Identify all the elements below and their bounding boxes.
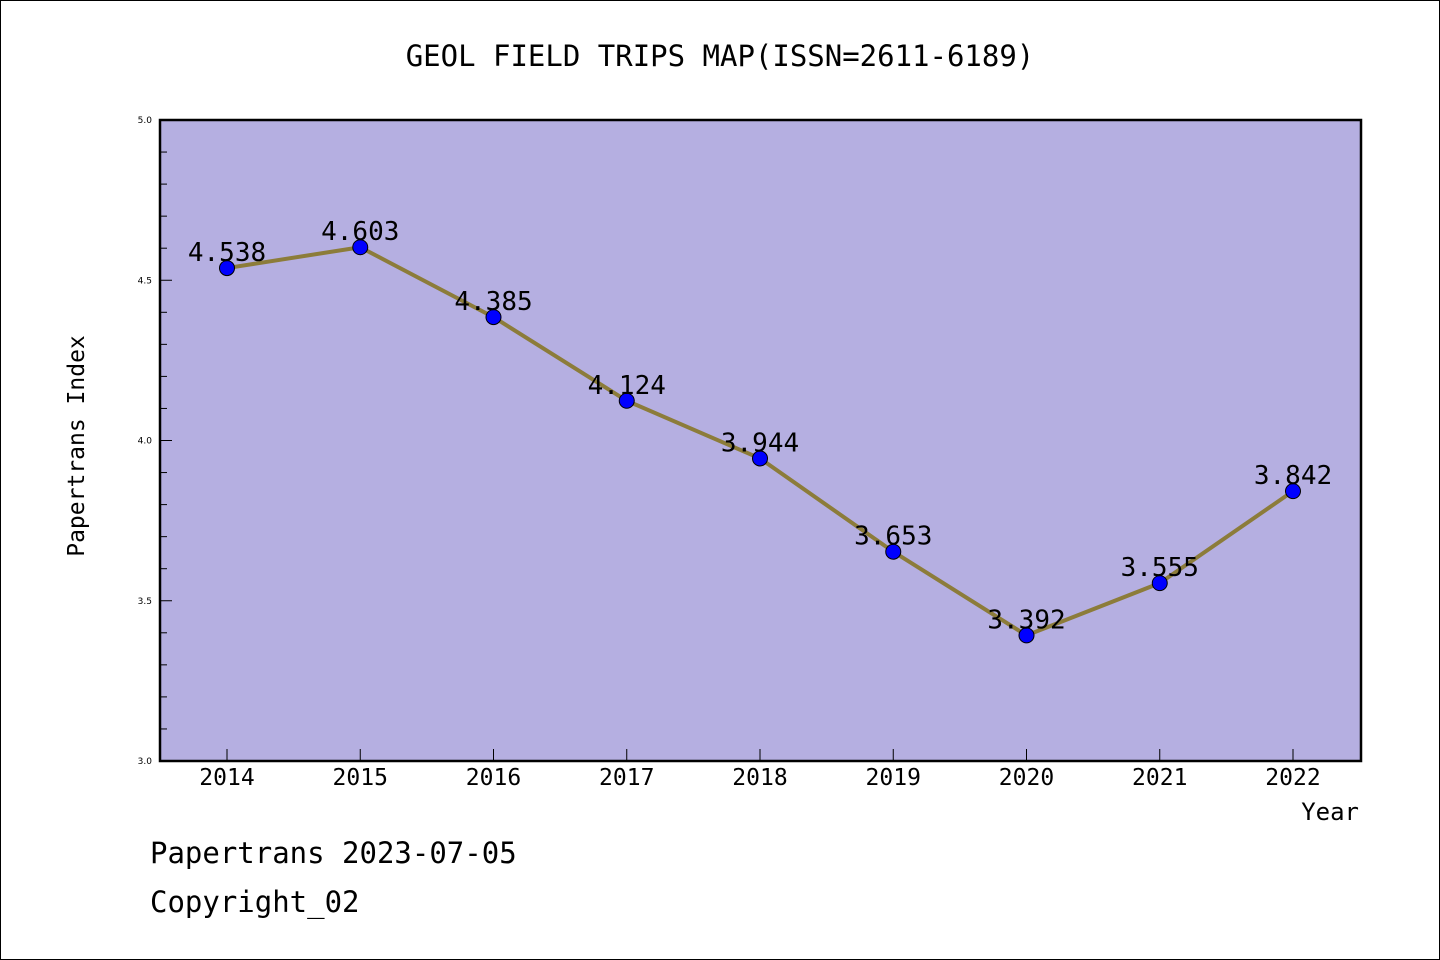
y-axis-label: Papertrans Index: [64, 335, 90, 557]
data-point: [219, 260, 235, 277]
data-label: 3.944: [721, 428, 799, 458]
y-axis: 3.0 3.5 4.0 4.5 5.0: [138, 116, 172, 767]
data-label: 3.842: [1254, 461, 1332, 491]
x-tick-label: 2019: [866, 765, 921, 791]
x-tick-label: 2017: [599, 765, 654, 791]
data-label: 4.385: [454, 287, 532, 317]
x-tick-label: 2020: [999, 765, 1054, 791]
data-label: 4.603: [321, 217, 399, 247]
y-tick-label: 4.0: [138, 437, 153, 447]
y-tick-label: 4.5: [138, 276, 152, 286]
x-tick-label: 2015: [333, 765, 388, 791]
y-tick-label: 3.5: [138, 597, 152, 607]
data-point: [352, 239, 369, 256]
series-markers: [219, 239, 1301, 644]
x-tick-label: 2021: [1132, 765, 1187, 791]
footer-copyright: Copyright_02: [150, 885, 360, 919]
chart-title: GEOL FIELD TRIPS MAP(ISSN=2611-6189): [406, 39, 1035, 73]
data-label: 4.538: [188, 238, 266, 268]
footer-date: Papertrans 2023-07-05: [150, 836, 517, 870]
data-point: [485, 309, 502, 326]
x-tick-label: 2018: [732, 765, 787, 791]
data-label: 3.653: [854, 522, 932, 552]
data-label: 3.555: [1121, 553, 1199, 583]
data-point: [1018, 627, 1035, 644]
y-tick-label: 5.0: [138, 116, 153, 126]
data-labels: 4.538 4.603 4.385 4.124 3.944 3.653 3.392 3.555…: [188, 217, 1332, 635]
x-axis: 2014 2015 2016 2017 2018 2019 2020 2021 2022: [199, 749, 1321, 791]
data-point: [1285, 483, 1301, 500]
plot-area: [158, 118, 1363, 763]
data-point: [618, 392, 635, 409]
data-label: 4.124: [588, 371, 666, 401]
y-tick-label: 3.0: [138, 757, 153, 767]
x-axis-label: Year: [1301, 798, 1359, 826]
x-tick-label: 2016: [466, 765, 521, 791]
data-point: [1151, 575, 1168, 592]
data-point: [885, 543, 902, 560]
data-label: 3.392: [987, 605, 1065, 635]
x-tick-label: 2022: [1265, 765, 1320, 791]
data-point: [752, 450, 768, 467]
x-tick-label: 2014: [199, 765, 254, 791]
